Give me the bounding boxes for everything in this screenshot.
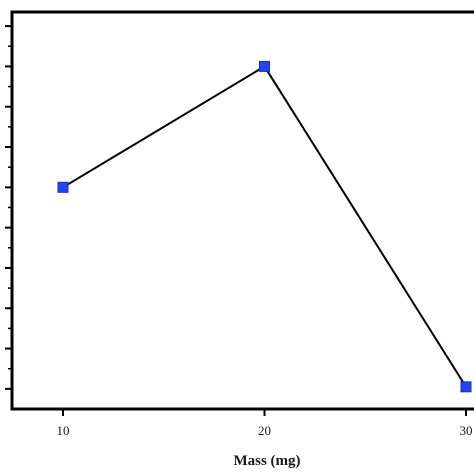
x-axis-ticks: 10 20 30 xyxy=(57,409,473,438)
y-axis-ticks xyxy=(5,25,12,390)
series-group xyxy=(57,60,472,393)
data-point-marker xyxy=(57,181,69,193)
x-tick-label: 30 xyxy=(460,423,473,438)
x-tick-label: 10 xyxy=(57,423,70,438)
x-tick-label: 20 xyxy=(258,423,271,438)
series-line xyxy=(62,65,467,388)
axes xyxy=(10,10,474,411)
data-point-marker xyxy=(259,60,270,72)
data-point-marker xyxy=(460,381,472,393)
x-axis-title: Mass (mg) xyxy=(233,453,300,469)
